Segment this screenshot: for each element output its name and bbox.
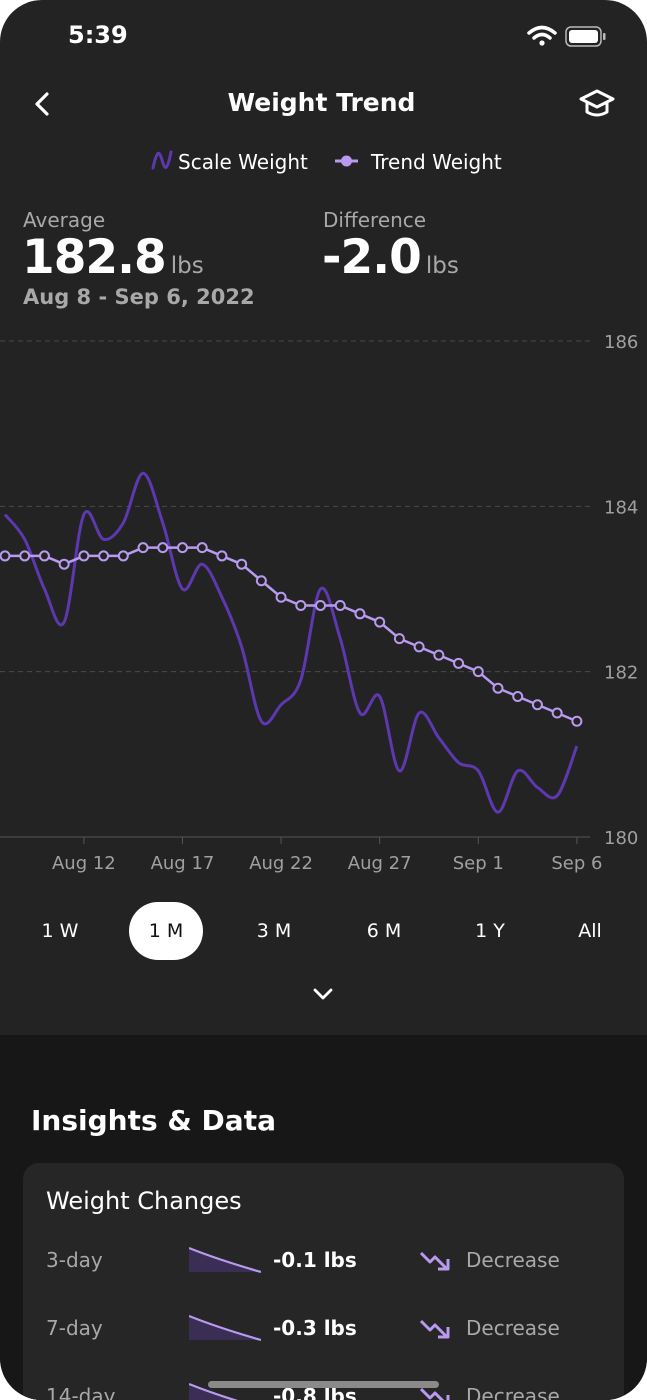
decrease-arrow	[419, 1319, 450, 1339]
change-value: -0.3 lbs	[273, 1316, 357, 1340]
y-tick-label: 184	[604, 497, 638, 518]
difference-label: Difference	[323, 208, 427, 232]
trend-point	[58, 558, 70, 570]
x-tick-label: Aug 22	[249, 853, 313, 874]
trend-point	[255, 575, 267, 587]
trend-point	[354, 608, 366, 620]
sparkline	[188, 1246, 262, 1276]
series-line	[3, 471, 579, 814]
decrease-icon	[419, 1316, 453, 1342]
x-tick-label: Aug 27	[348, 853, 412, 874]
y-tick-label: 182	[604, 663, 638, 684]
x-tick-label: Aug 12	[52, 853, 116, 874]
range-option[interactable]: 1 W	[41, 920, 79, 942]
range-option[interactable]: All	[578, 920, 602, 942]
trend-point	[393, 633, 405, 645]
range-option[interactable]: 1 Y	[475, 920, 505, 942]
change-value: -0.1 lbs	[273, 1248, 357, 1272]
y-tick-label: 180	[604, 828, 638, 849]
card-title: Weight Changes	[46, 1187, 242, 1215]
trend-point	[433, 649, 445, 661]
sparkline-graphic	[188, 1382, 239, 1400]
trend-point	[117, 550, 129, 562]
decrease-arrow	[419, 1251, 450, 1271]
range-option[interactable]: 6 M	[366, 920, 402, 942]
decrease-icon	[419, 1384, 453, 1400]
trend-point	[453, 657, 465, 669]
change-value: -0.8 lbs	[273, 1384, 357, 1400]
average-unit: lbs	[170, 253, 204, 279]
difference-value-row: -2.0 lbs	[322, 230, 459, 285]
insights-title: Insights & Data	[31, 1104, 276, 1137]
status-icons	[527, 25, 606, 47]
legend: Scale Weight Trend Weight	[151, 150, 502, 174]
back-button[interactable]	[30, 90, 54, 118]
trend-point	[413, 641, 425, 653]
weight-chart: 180 182 184 186 Aug 12 Aug 17 Aug 22 Aug 27 Sep …	[0, 150, 638, 874]
trend-point	[492, 682, 504, 694]
period-label: 14-day	[46, 1384, 116, 1400]
trend-point	[551, 707, 563, 719]
decrease-arrow	[419, 1387, 450, 1400]
trend-point	[571, 715, 583, 727]
trend-point	[275, 591, 287, 603]
period-label: 3-day	[46, 1248, 103, 1272]
trend-point	[137, 542, 149, 554]
average-value-row: 182.8 lbs	[22, 230, 204, 285]
date-range: Aug 8 - Sep 6, 2022	[23, 285, 255, 309]
average-label: Average	[23, 208, 106, 232]
sparkline-graphic	[188, 1314, 262, 1342]
y-tick-label: 186	[604, 332, 638, 353]
trend-point	[472, 666, 484, 678]
trend-point	[38, 550, 50, 562]
period-label: 7-day	[46, 1316, 103, 1340]
legend-label: Scale Weight	[178, 150, 308, 174]
home-indicator	[208, 1381, 439, 1388]
trend-point	[98, 550, 110, 562]
sparkline	[188, 1314, 262, 1344]
difference-unit: lbs	[425, 253, 459, 279]
page-title: Weight Trend	[227, 88, 416, 117]
expand-chevron[interactable]	[311, 985, 335, 1003]
sparkline-graphic	[188, 1246, 262, 1274]
direction-label: Decrease	[466, 1316, 560, 1340]
trend-point	[0, 550, 11, 562]
trend-point	[196, 542, 208, 554]
trend-point	[315, 600, 327, 612]
x-tick-label: Aug 17	[151, 853, 215, 874]
trend-point	[19, 550, 31, 562]
trend-point	[334, 600, 346, 612]
direction-label: Decrease	[466, 1384, 560, 1400]
trend-point	[176, 542, 188, 554]
trend-point	[512, 690, 524, 702]
sparkline	[188, 1382, 261, 1400]
x-tick-label: Sep 6	[551, 853, 602, 874]
range-option[interactable]: 3 M	[256, 920, 292, 942]
legend-label: Trend Weight	[370, 150, 502, 174]
trend-point	[295, 600, 307, 612]
legend-icon	[341, 155, 352, 167]
direction-label: Decrease	[466, 1248, 560, 1272]
learn-button[interactable]	[578, 86, 616, 122]
range-option[interactable]: 1 M	[129, 902, 203, 960]
weight-changes-card	[23, 1163, 624, 1400]
trend-point	[78, 550, 90, 562]
legend-icon	[151, 150, 173, 170]
decrease-icon	[419, 1248, 453, 1274]
average-value: 182.8	[22, 230, 167, 285]
trend-point	[216, 550, 228, 562]
trend-point	[236, 558, 248, 570]
x-tick-label: Sep 1	[453, 853, 504, 874]
trend-point	[531, 699, 543, 711]
status-time: 5:39	[68, 21, 128, 49]
difference-value: -2.0	[322, 230, 422, 285]
trend-point	[374, 616, 386, 628]
trend-point	[157, 542, 169, 554]
